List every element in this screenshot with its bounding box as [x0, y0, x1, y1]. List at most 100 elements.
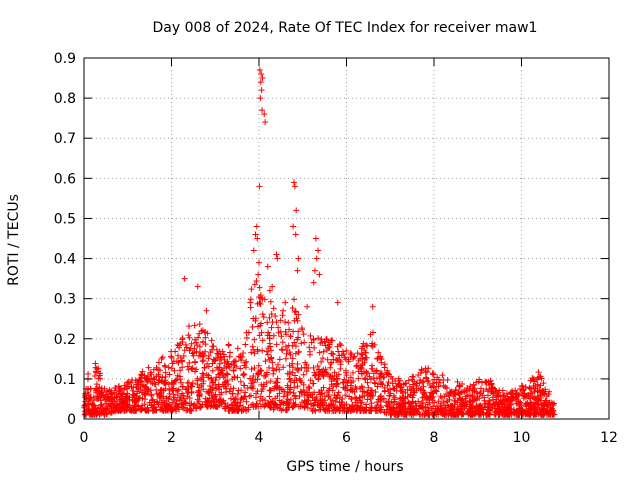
data-point — [280, 307, 287, 314]
data-point — [418, 385, 425, 392]
data-point — [203, 307, 210, 314]
data-point — [268, 324, 275, 331]
data-point — [240, 370, 247, 377]
data-point — [205, 372, 212, 379]
data-point — [254, 346, 261, 353]
data-point — [198, 328, 205, 335]
data-point — [189, 379, 196, 386]
data-point — [451, 411, 458, 418]
data-point — [107, 402, 114, 409]
data-point — [257, 79, 264, 86]
data-point — [464, 409, 471, 416]
data-point — [378, 395, 385, 402]
data-point — [193, 348, 200, 355]
data-point — [220, 351, 227, 358]
data-point — [419, 394, 426, 401]
data-point — [263, 379, 270, 386]
x-tick-label: 2 — [167, 430, 176, 446]
data-point — [490, 396, 497, 403]
data-point — [519, 386, 526, 393]
data-point — [364, 379, 371, 386]
data-point — [501, 405, 508, 412]
data-point — [310, 337, 317, 344]
data-point — [261, 111, 268, 118]
data-point — [310, 364, 317, 371]
data-point — [261, 296, 268, 303]
data-point — [486, 382, 493, 389]
data-point — [271, 385, 278, 392]
data-point — [102, 405, 109, 412]
data-point — [416, 402, 423, 409]
data-point — [353, 385, 360, 392]
data-point — [378, 359, 385, 366]
data-point — [188, 340, 195, 347]
data-point — [367, 396, 374, 403]
data-point — [492, 400, 499, 407]
data-point — [259, 347, 266, 354]
data-point — [273, 251, 280, 258]
data-point — [322, 406, 329, 413]
data-point — [87, 385, 94, 392]
data-point — [354, 405, 361, 412]
data-point — [248, 286, 255, 293]
data-point — [178, 357, 185, 364]
data-point — [389, 380, 396, 387]
data-point — [307, 332, 314, 339]
data-point — [434, 374, 441, 381]
data-point — [534, 404, 541, 411]
x-tick-label: 10 — [513, 430, 531, 446]
data-point — [534, 376, 541, 383]
data-point — [300, 371, 307, 378]
data-point — [206, 382, 213, 389]
x-tick-label: 8 — [430, 430, 439, 446]
data-point — [137, 377, 144, 384]
data-point — [508, 396, 515, 403]
data-point — [531, 405, 538, 412]
data-point — [213, 346, 220, 353]
data-point — [452, 386, 459, 393]
y-tick-label: 0.7 — [54, 131, 76, 147]
data-point — [291, 339, 298, 346]
data-point — [325, 339, 332, 346]
data-point — [257, 301, 264, 307]
data-point — [454, 378, 461, 385]
data-point — [319, 355, 326, 362]
data-point — [495, 393, 502, 400]
data-points — [81, 67, 558, 418]
data-point — [443, 411, 450, 418]
data-point — [257, 393, 264, 400]
data-point — [317, 340, 324, 347]
data-point — [182, 385, 189, 392]
data-point — [347, 374, 354, 381]
data-point — [165, 405, 172, 412]
data-point — [442, 383, 449, 390]
data-point — [214, 403, 221, 410]
data-point — [291, 384, 298, 391]
data-point — [356, 394, 363, 401]
data-point — [241, 359, 248, 366]
data-point — [122, 400, 129, 407]
data-point — [127, 379, 134, 386]
data-point — [377, 370, 384, 377]
data-point — [331, 369, 338, 376]
data-point — [222, 400, 229, 407]
data-point — [477, 389, 484, 396]
data-point — [309, 391, 316, 398]
data-point — [148, 402, 155, 409]
y-tick-label: 0 — [67, 412, 76, 428]
data-point — [201, 329, 208, 336]
data-point — [340, 379, 347, 386]
data-point — [348, 379, 355, 386]
data-point — [531, 394, 538, 401]
data-point — [267, 298, 274, 305]
data-point — [204, 330, 211, 337]
data-point — [371, 379, 378, 386]
data-point — [289, 355, 296, 362]
data-point — [550, 400, 557, 407]
data-point — [317, 397, 324, 404]
x-tick-label: 12 — [600, 430, 618, 446]
data-point — [158, 406, 165, 413]
data-point — [108, 390, 115, 397]
data-point — [158, 399, 165, 406]
data-point — [368, 390, 375, 397]
